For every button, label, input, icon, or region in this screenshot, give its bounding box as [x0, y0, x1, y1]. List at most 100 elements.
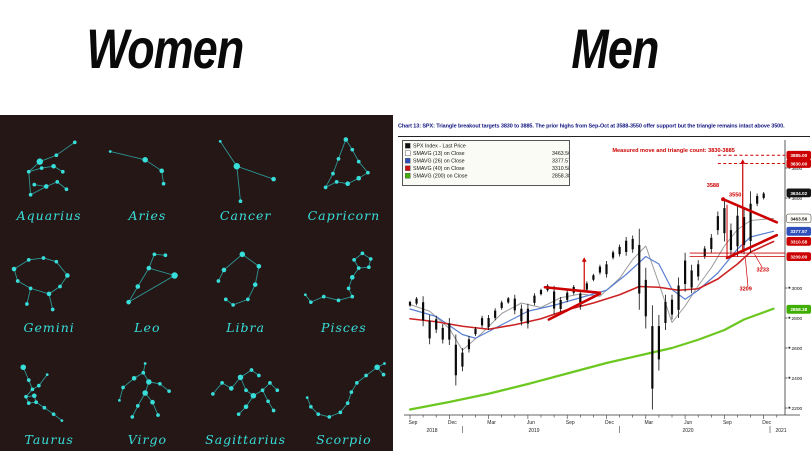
legend-row: SMAVG (200) on Close 2858.38	[405, 172, 570, 180]
constellation-label-taurus: Taurus	[24, 432, 74, 447]
y-tick-dot	[788, 316, 791, 319]
legend-swatch-icon	[405, 150, 411, 156]
constellation-label-scorpio: Scorpio	[316, 432, 372, 447]
legend-row: SMAVG (13) on Close 3463.56	[405, 150, 570, 158]
constellation-label-gemini: Gemini	[23, 320, 75, 335]
price-label-box	[786, 188, 811, 198]
legend-row: SPX Index - Last Price	[405, 142, 569, 150]
pisces-figure	[303, 251, 373, 304]
legend-value: 3463.56	[552, 150, 570, 157]
legend-label: SMAVG (13) on Close	[413, 150, 465, 157]
y-tick-dot	[788, 376, 791, 379]
legend-value: 3310.58	[552, 165, 570, 172]
legend-swatch-icon	[405, 158, 411, 164]
chart-legend-rows: SPX Index - Last Price SMAVG (13) on Clos…	[403, 141, 570, 181]
constellation-label-virgo: Virgo	[127, 432, 168, 447]
libra-figure	[216, 251, 261, 307]
constellations-panel: Aquarius Aries Cancer Capricorn Gemini Leo Lib…	[0, 115, 393, 451]
constellation-sagittarius: Sagittarius	[197, 339, 295, 451]
constellation-label-aquarius: Aquarius	[16, 208, 82, 223]
price-plot: Sep Dec Mar Jun Sep Dec Mar Jun Sep Dec 2018 2019 20…	[404, 140, 812, 434]
constellation-label-leo: Leo	[134, 320, 161, 335]
constellation-gemini: Gemini	[0, 227, 98, 339]
ma-line	[409, 217, 775, 351]
left-panel-title: Women	[86, 17, 245, 80]
constellation-aries: Aries	[98, 115, 196, 227]
virgo-figure	[118, 362, 172, 419]
price-label-text: 3310.58	[790, 239, 807, 244]
price-label-text: 3377.57	[790, 229, 807, 234]
price-label-text: 2858.38	[790, 307, 807, 312]
y-tick-dot	[788, 346, 791, 349]
legend-value: 3377.57	[552, 157, 570, 164]
annotation-text: 3588	[707, 183, 719, 189]
constellation-capricorn: Capricorn	[295, 115, 393, 227]
y-tick-label: 2600	[792, 346, 803, 352]
peak-dot	[721, 197, 726, 202]
y-tick-dot	[788, 196, 791, 199]
x-tick-label: Dec	[605, 420, 614, 426]
triangle-trendline	[725, 233, 779, 260]
price-label-box	[786, 213, 812, 224]
y-tick-label: 3000	[792, 286, 803, 292]
x-tick-label: Sep	[409, 420, 418, 426]
price-label-box	[786, 159, 811, 168]
annotation-text: 3233	[756, 268, 768, 274]
price-label-text: 3885.00	[790, 153, 807, 158]
constellation-label-aries: Aries	[128, 208, 167, 223]
chart-title-rule: Chart 13: SPX: Triangle breakout targets…	[398, 123, 810, 137]
x-tick-label: Mar	[644, 420, 653, 426]
x-tick-label: Sep	[566, 420, 575, 426]
gemini-figure	[11, 256, 70, 312]
legend-label: SPX Index - Last Price	[413, 142, 466, 149]
y-tick-label: 2800	[792, 316, 803, 322]
aries-figure	[109, 150, 166, 186]
legend-value: 2858.38	[552, 172, 570, 179]
x-tick-label: Jun	[527, 420, 535, 426]
ma-line	[408, 307, 775, 411]
price-label-text: 3209.00	[790, 255, 807, 260]
x-tick-label: Mar	[487, 420, 496, 426]
constellation-label-capricorn: Capricorn	[307, 208, 381, 223]
constellation-taurus: Taurus	[0, 339, 98, 451]
callout-connector	[745, 258, 749, 287]
price-label-box	[786, 252, 811, 262]
y-tick-label: 3800	[792, 166, 803, 172]
legend-row: SMAVG (40) on Close 3310.58	[405, 165, 570, 173]
legend-label: SMAVG (200) on Close	[413, 172, 468, 179]
constellation-virgo: Virgo	[98, 339, 196, 451]
triangle-trendline	[543, 285, 602, 295]
up-arrow-head	[740, 159, 746, 164]
constellation-cancer: Cancer	[197, 115, 295, 227]
x-year-label: 2021	[775, 428, 786, 434]
right-panel-title: Men	[571, 17, 659, 80]
triangle-trendline	[721, 197, 779, 224]
price-label-text: 3634.02	[790, 191, 807, 196]
legend-label: SMAVG (26) on Close	[413, 157, 465, 164]
callout-connector	[754, 254, 763, 268]
legend-swatch-icon	[405, 165, 411, 171]
price-label-box	[786, 150, 811, 160]
taurus-figure	[20, 364, 64, 422]
y-tick-label: 2200	[792, 406, 803, 412]
triangle-trendline	[547, 292, 602, 321]
x-year-label: 2019	[528, 428, 539, 434]
legend-swatch-icon	[405, 173, 411, 179]
annotation-text: 3550	[729, 193, 741, 199]
aquarius-figure	[27, 140, 77, 197]
price-label-box	[786, 304, 811, 314]
constellation-label-pisces: Pisces	[321, 320, 367, 335]
annotation-text: 3209	[739, 286, 751, 292]
x-tick-label: Dec	[762, 420, 771, 426]
capricorn-figure	[323, 137, 370, 190]
price-label-box	[786, 236, 811, 246]
legend-swatch-icon	[405, 143, 411, 149]
x-tick-label: Jun	[684, 420, 692, 426]
x-tick-label: Dec	[448, 420, 457, 426]
annotation-text: Measured move and triangle count: 3830-3…	[612, 148, 734, 154]
y-tick-label: 2400	[792, 376, 803, 382]
cancer-figure	[218, 140, 276, 204]
spx-chart-panel: Chart 13: SPX: Triangle breakout targets…	[396, 120, 812, 451]
constellation-label-cancer: Cancer	[219, 208, 272, 223]
